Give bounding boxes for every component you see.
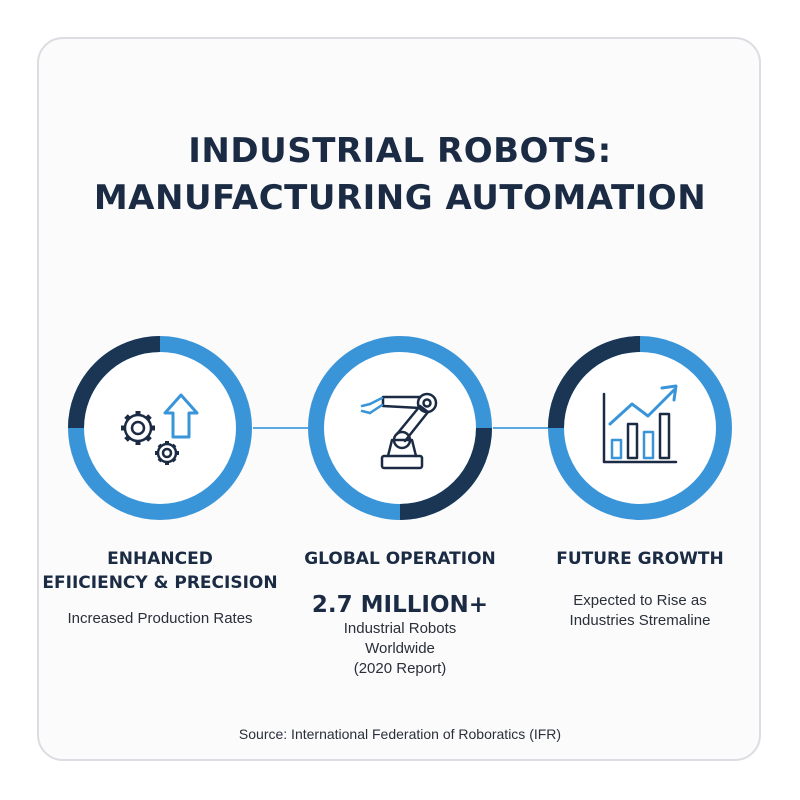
node-sub-efficiency: Increased Production Rates <box>67 610 253 627</box>
node-text-growth: FUTURE GROWTH Expected to Rise as Indust… <box>520 547 760 631</box>
node-ring-global <box>308 336 492 520</box>
node-text-global: GLOBAL OPERATION 2.7 MILLION+ Industrial… <box>280 547 520 679</box>
robot-arm-icon <box>360 392 438 470</box>
bar-chart-trend-icon <box>602 384 678 464</box>
node-sub-global: Industrial Robots Worldwide (2020 Report… <box>280 619 520 679</box>
node-sub-growth: Expected to Rise as Industries Stremalin… <box>520 591 760 631</box>
heading-line: ENHANCED <box>107 549 213 569</box>
node-heading-global: GLOBAL OPERATION <box>280 547 520 571</box>
node-heading-growth: FUTURE GROWTH <box>520 547 760 571</box>
heading-line: GLOBAL OPERATION <box>304 549 496 569</box>
node-heading-efficiency: ENHANCED EFIICIENCY & PRECISION <box>40 547 280 595</box>
sub-line: Industries Stremaline <box>569 612 711 629</box>
sub-line: Worldwide <box>365 640 435 657</box>
title-line-2: MANUFACTURING AUTOMATION <box>93 178 707 218</box>
source-citation: Source: International Federation of Robo… <box>238 726 562 742</box>
heading-line: EFIICIENCY & PRECISION <box>42 573 278 593</box>
node-stat-global: 2.7 MILLION+ <box>311 592 489 618</box>
node-ring-growth <box>548 336 732 520</box>
node-text-efficiency: ENHANCED EFIICIENCY & PRECISION Increase… <box>40 547 280 629</box>
sub-line: (2020 Report) <box>353 660 447 677</box>
node-ring-efficiency <box>68 336 252 520</box>
title-line-1: INDUSTRIAL ROBOTS: <box>188 131 612 171</box>
gears-up-arrow-icon <box>121 393 199 465</box>
sub-line: Industrial Robots <box>343 620 457 637</box>
sub-line: Expected to Rise as <box>573 592 707 609</box>
heading-line: FUTURE GROWTH <box>556 549 724 569</box>
page-title: INDUSTRIAL ROBOTS: MANUFACTURING AUTOMAT… <box>0 128 800 222</box>
